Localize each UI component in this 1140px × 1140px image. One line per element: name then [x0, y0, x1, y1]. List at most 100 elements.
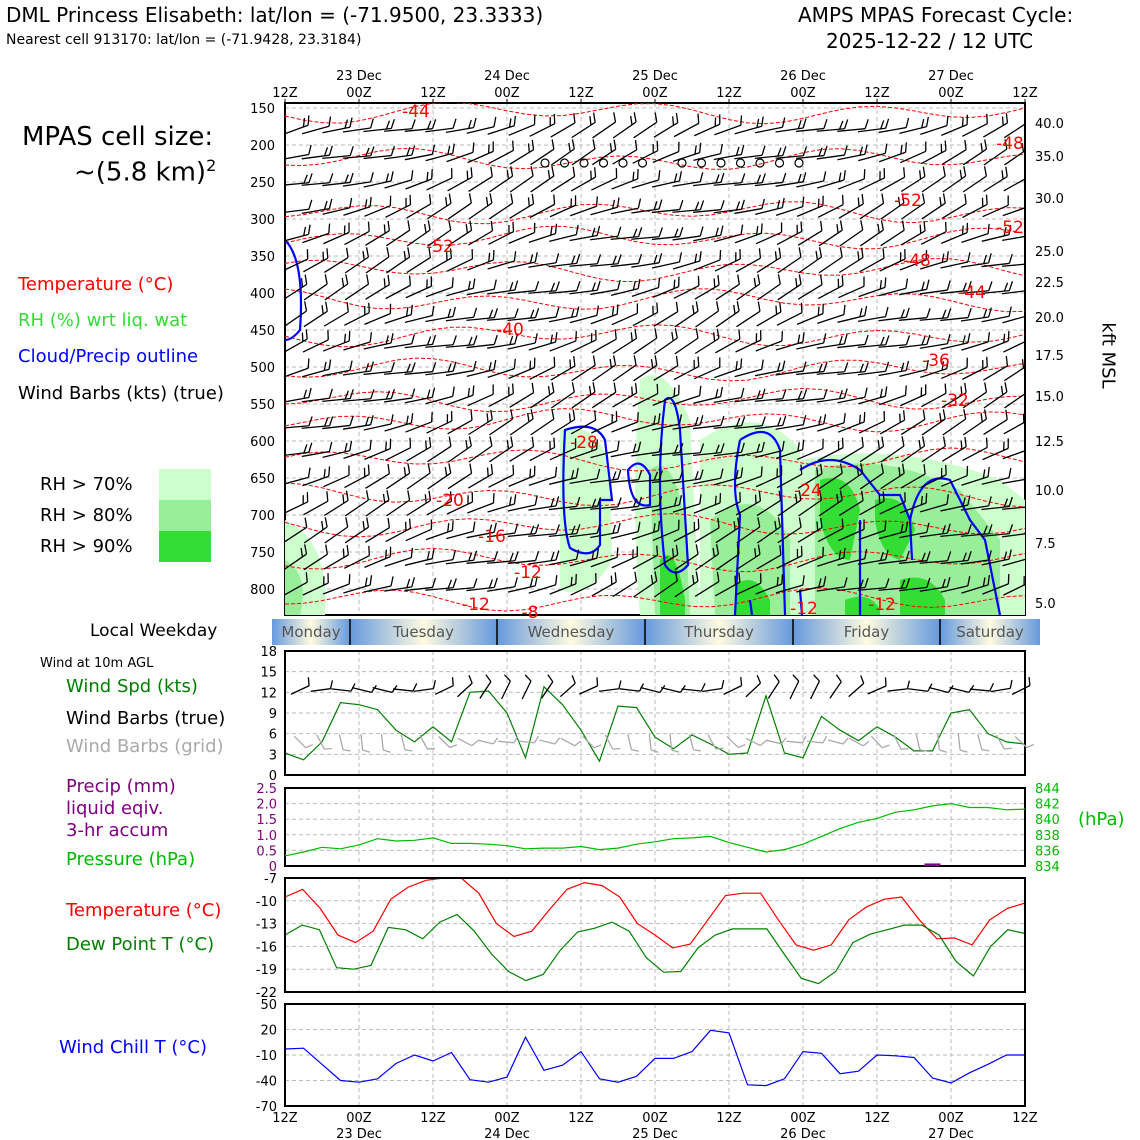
wind-barb: [570, 196, 598, 217]
wind-barb: [756, 274, 781, 301]
wind-barb: [590, 226, 622, 241]
wind-barb: [487, 334, 519, 349]
wind-barb: [775, 439, 805, 460]
wind-barb: [310, 680, 334, 692]
wind-barb: [384, 547, 413, 567]
bottom-date-tick: 27 Dec: [928, 1127, 974, 1140]
wind-barb: [838, 276, 865, 299]
wind-barb: [548, 496, 581, 511]
grid-wind-barb: [786, 735, 807, 744]
wind-barb: [983, 166, 1008, 193]
wind-barb: [713, 199, 745, 214]
wind-barb: [848, 675, 865, 698]
temperature-panel: [284, 877, 1026, 993]
wind-barb: [651, 443, 684, 457]
wind-barb: [837, 387, 868, 404]
wind-barb: [571, 139, 596, 166]
bottom-time-tick: 00Z: [938, 1111, 964, 1126]
y-tick: 0.5: [256, 844, 277, 859]
wind-barb: [777, 274, 802, 301]
calm-marker: [735, 158, 746, 168]
wind-barb: [610, 521, 641, 540]
wind-barb: [632, 140, 659, 164]
wind-barb: [489, 193, 514, 220]
wind-barb: [590, 522, 621, 539]
isotherm-label: -52: [996, 218, 1024, 238]
wind-barb: [509, 382, 535, 408]
wind-barb: [981, 281, 1014, 294]
wind-barb: [285, 144, 312, 161]
wind-panel: [284, 650, 1035, 776]
wind-barb: [528, 575, 558, 594]
wind-barb: [323, 465, 350, 488]
wind-barb: [960, 253, 992, 268]
grid-wind-barb: [438, 735, 458, 749]
wind-barb: [962, 409, 988, 436]
wind-barb: [386, 463, 411, 490]
wind-barb: [693, 250, 722, 271]
wind-barb: [611, 546, 639, 569]
wind-barb: [1001, 506, 1025, 510]
wind-barb: [755, 222, 783, 245]
wind-barb: [466, 116, 497, 134]
top-date-tick: 27 Dec: [928, 69, 974, 84]
wind-barb: [837, 577, 869, 592]
wind-barb: [425, 549, 457, 566]
wind-barb: [434, 677, 454, 695]
wind-barb: [508, 222, 536, 245]
y-tick: 1.5: [256, 813, 277, 828]
wind-barb: [323, 545, 349, 570]
grid-wind-barb: [977, 734, 990, 752]
wind-barb: [351, 685, 377, 694]
wind-barb: [715, 274, 740, 301]
wind-barb: [322, 172, 354, 187]
calm-marker: [794, 158, 804, 168]
cloud-outline: [285, 239, 303, 342]
wind-barb: [529, 113, 556, 137]
wind-barb: [342, 172, 374, 187]
series-line: [284, 913, 1026, 985]
top-time-tick: 00Z: [790, 86, 816, 101]
wind-barb: [487, 358, 516, 378]
bottom-date-tick: 26 Dec: [780, 1127, 826, 1140]
rh-region: [735, 580, 770, 615]
wind-barb: [405, 169, 433, 190]
wind-barb: [857, 335, 890, 348]
weekday-label: Friday: [844, 623, 890, 641]
grid-wind-barb: [1014, 736, 1035, 749]
wind-barb: [962, 437, 988, 462]
top-date-tick: 24 Dec: [484, 69, 530, 84]
wind-barb: [837, 412, 866, 433]
wind-barbs-true-legend: Wind Barbs (true): [66, 708, 226, 729]
wind-barb: [598, 680, 622, 692]
wind-barb: [817, 547, 846, 567]
wind-barb: [920, 383, 947, 408]
wind-barb: [392, 683, 418, 692]
wind-barb: [713, 442, 745, 457]
wind-barb: [324, 247, 349, 274]
wind-barb: [818, 463, 843, 490]
wind-barb: [919, 334, 951, 349]
wind-barb: [767, 674, 780, 699]
wind-barb: [508, 357, 536, 379]
wind-barb: [695, 301, 720, 328]
wind-barb: [694, 275, 720, 300]
legend-wind-barbs: Wind Barbs (kts) (true): [18, 383, 224, 404]
pressure-level-tick: 400: [250, 287, 275, 302]
wind-barb: [631, 520, 661, 541]
forecast-cycle-date: 2025-12-22 / 12 UTC: [826, 29, 1034, 53]
wind-barb: [548, 253, 581, 268]
wind-barb: [839, 247, 864, 274]
wind-barb: [301, 173, 334, 186]
weekday-title: Local Weekday: [90, 621, 218, 641]
wind-barb: [570, 410, 597, 435]
wind-barb: [548, 306, 580, 323]
wind-barb: [837, 119, 869, 132]
wind-barb: [796, 362, 828, 376]
wind-barb: [549, 438, 577, 461]
wind-barb: [571, 355, 596, 382]
wind-barb: [809, 674, 821, 700]
wind-barb: [322, 389, 354, 402]
wind-barb: [405, 276, 433, 299]
wind-barb: [425, 306, 456, 323]
